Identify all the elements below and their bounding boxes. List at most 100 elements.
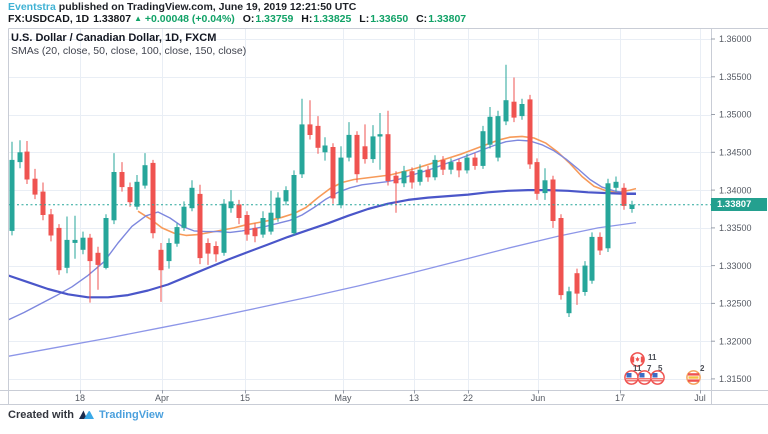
candle-body bbox=[385, 134, 391, 181]
close-label: C: bbox=[416, 13, 428, 25]
candle-body bbox=[142, 165, 148, 186]
tradingview-logo-icon bbox=[79, 410, 95, 419]
candle-down bbox=[330, 143, 336, 204]
price-tick-label: 1.35500 bbox=[719, 72, 752, 82]
candle-body bbox=[315, 125, 321, 148]
candle-down bbox=[158, 243, 164, 302]
candle-up bbox=[299, 98, 305, 178]
candle-body bbox=[621, 187, 627, 206]
candle-up bbox=[181, 201, 187, 231]
sma-150-line bbox=[8, 221, 637, 357]
price-axis[interactable]: 1.36000 1.35500 1.35000 1.34500 1.34000 1.335… bbox=[711, 34, 752, 384]
candle-up bbox=[566, 286, 572, 317]
candle-body bbox=[40, 191, 46, 215]
candle-down bbox=[621, 183, 627, 210]
candle-up bbox=[605, 178, 611, 252]
candle-body bbox=[174, 227, 180, 244]
candle-body bbox=[409, 171, 415, 183]
price-tick-label: 1.32500 bbox=[719, 299, 752, 309]
sma-lines bbox=[8, 135, 637, 357]
candle-up bbox=[189, 180, 195, 212]
symbol-info-bar: FX:USDCAD, 1D 1.33807 ▲ +0.00048 (+0.04%) … bbox=[8, 13, 466, 25]
price-tick-label: 1.34000 bbox=[719, 185, 752, 195]
footer-watermark: Created with TradingView bbox=[8, 408, 164, 421]
candle-body bbox=[550, 179, 556, 221]
reaction-count: 2 bbox=[700, 364, 705, 373]
candle-body bbox=[393, 175, 399, 184]
candle-body bbox=[244, 215, 250, 235]
price-tick-label: 1.32000 bbox=[719, 336, 752, 346]
candle-down bbox=[236, 199, 242, 225]
reaction-striped-flag-icon[interactable] bbox=[686, 370, 701, 385]
candle-down bbox=[48, 209, 54, 242]
candle-up bbox=[2, 228, 7, 273]
candle-body bbox=[64, 239, 70, 268]
candle-body bbox=[72, 239, 78, 243]
reaction-stickers: 11 11 7 5 2 bbox=[624, 351, 720, 387]
chart-frame bbox=[0, 28, 768, 405]
candle-up bbox=[111, 153, 117, 225]
candle-body bbox=[307, 124, 313, 135]
price-tick-label: 1.31500 bbox=[719, 374, 752, 384]
price-change: +0.00048 (+0.04%) bbox=[144, 13, 235, 25]
candle-body bbox=[417, 169, 423, 182]
price-tick-label: 1.35000 bbox=[719, 110, 752, 120]
candle-down bbox=[456, 159, 462, 178]
candle-body bbox=[283, 190, 289, 202]
reaction-count: 5 bbox=[658, 364, 663, 373]
sma-50-line bbox=[8, 139, 636, 321]
candle-down bbox=[354, 131, 360, 183]
price-tick-label: 1.34500 bbox=[719, 148, 752, 158]
candle-body bbox=[354, 134, 360, 175]
candle-down bbox=[205, 238, 211, 265]
candle-up bbox=[377, 113, 383, 170]
candle-body bbox=[346, 134, 352, 158]
candle-body bbox=[95, 252, 101, 265]
candle-down bbox=[32, 168, 38, 200]
candle-up bbox=[495, 110, 501, 162]
candle-up bbox=[338, 146, 344, 209]
candle-down bbox=[558, 214, 564, 300]
reaction-canada-flag-icon[interactable] bbox=[630, 352, 645, 367]
candle-body bbox=[589, 236, 595, 281]
candle-down bbox=[527, 94, 533, 169]
time-axis[interactable]: 18 Apr 15 May 13 22 Jun 17 Jul bbox=[75, 390, 706, 403]
price-tick-label: 1.33000 bbox=[719, 261, 752, 271]
candle-down bbox=[385, 110, 391, 186]
candle-body bbox=[425, 169, 431, 178]
candle-up bbox=[432, 155, 438, 181]
open-label: O: bbox=[242, 13, 255, 25]
price-tick-label: 1.33500 bbox=[719, 223, 752, 233]
candle-body bbox=[440, 159, 446, 170]
candle-body bbox=[24, 151, 30, 180]
reaction-count: 11 bbox=[648, 353, 657, 362]
candle-up bbox=[613, 176, 619, 192]
candle-body bbox=[338, 157, 344, 206]
candle-up bbox=[9, 141, 15, 236]
candle-body bbox=[480, 131, 486, 166]
open-value: 1.33759 bbox=[255, 13, 294, 25]
candle-body bbox=[166, 243, 172, 262]
candle-body bbox=[252, 227, 258, 237]
candle-body bbox=[111, 172, 117, 221]
tradingview-brand-text[interactable]: TradingView bbox=[99, 408, 164, 421]
candle-down bbox=[127, 182, 133, 207]
candle-body bbox=[9, 159, 15, 231]
low-label: L: bbox=[359, 13, 370, 25]
candle-up bbox=[64, 216, 70, 274]
candle-down bbox=[24, 141, 30, 184]
reaction-us-flag-icon[interactable] bbox=[650, 370, 665, 385]
candle-down bbox=[597, 232, 603, 255]
time-tick-label: Apr bbox=[155, 393, 169, 403]
symbol-name: FX:USDCAD, 1D bbox=[8, 13, 90, 25]
candle-up bbox=[103, 214, 109, 270]
time-tick-label: Jun bbox=[531, 393, 546, 403]
candle-body bbox=[291, 175, 297, 234]
candle-down bbox=[95, 246, 101, 290]
candle-body bbox=[542, 180, 548, 194]
candle-body bbox=[17, 152, 23, 163]
byline: Eventstra published on TradingView.com, … bbox=[8, 1, 356, 13]
reaction-us-flag-icon[interactable] bbox=[624, 370, 639, 385]
candle-down bbox=[425, 165, 431, 182]
